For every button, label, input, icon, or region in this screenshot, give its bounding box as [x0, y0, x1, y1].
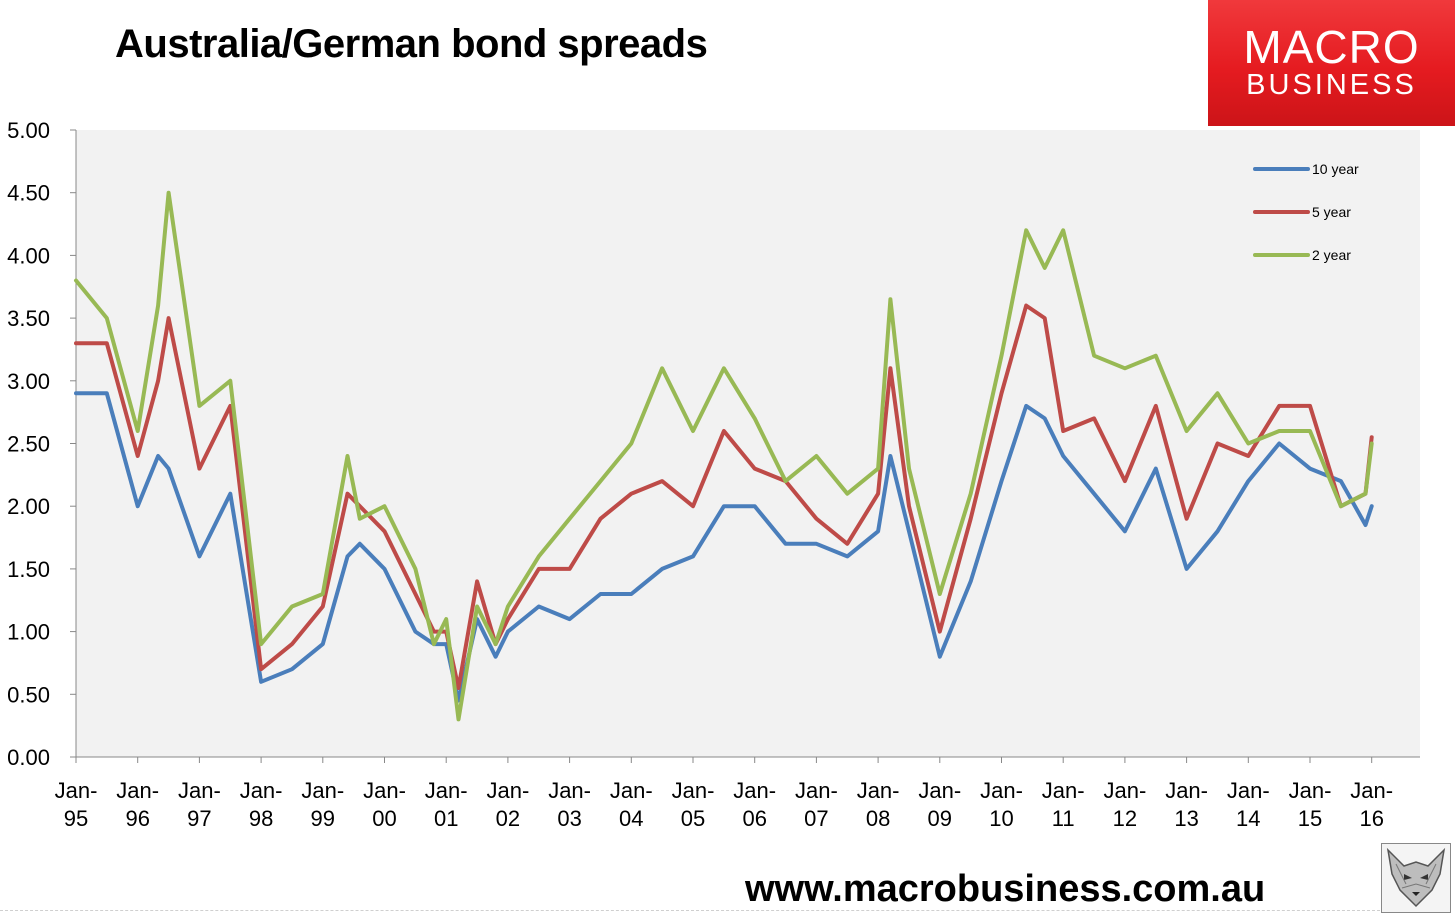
x-tick-label-month: Jan- — [980, 778, 1023, 803]
x-tick-label: Jan- 10 — [980, 778, 1023, 831]
x-tick-label-month: Jan- — [795, 778, 838, 803]
y-tick-label: 0.00 — [7, 745, 50, 770]
legend-label: 2 year — [1312, 247, 1351, 263]
bottom-divider — [0, 910, 1380, 911]
x-tick-label: Jan- 12 — [1104, 778, 1147, 831]
x-tick-label-month: Jan- — [1042, 778, 1085, 803]
x-tick-label-month: Jan- — [116, 778, 159, 803]
x-tick-label-month: Jan- — [918, 778, 961, 803]
fox-mascot-image — [1381, 843, 1451, 913]
x-tick-label-month: Jan- — [610, 778, 653, 803]
x-tick-label: Jan- 03 — [548, 778, 591, 831]
x-tick-label-year: 13 — [1174, 806, 1198, 831]
x-tick-label-year: 98 — [249, 806, 273, 831]
x-tick-label-year: 15 — [1298, 806, 1322, 831]
x-tick-label-year: 10 — [989, 806, 1013, 831]
x-tick-label-year: 97 — [187, 806, 211, 831]
x-tick-label-year: 07 — [804, 806, 828, 831]
y-tick-label: 4.00 — [7, 243, 50, 268]
x-tick-label-year: 02 — [496, 806, 520, 831]
x-tick-label: Jan- 11 — [1042, 778, 1085, 831]
x-tick-label: Jan- 15 — [1289, 778, 1332, 831]
y-tick-label: 2.00 — [7, 494, 50, 519]
x-tick-label: Jan- 08 — [857, 778, 900, 831]
x-tick-label-month: Jan- — [733, 778, 776, 803]
x-tick-label: Jan- 00 — [363, 778, 406, 831]
x-tick-label: Jan- 05 — [672, 778, 715, 831]
x-tick-label-year: 09 — [928, 806, 952, 831]
x-tick-label-year: 04 — [619, 806, 643, 831]
x-tick-label: Jan- 16 — [1350, 778, 1393, 831]
x-tick-label-year: 00 — [372, 806, 396, 831]
x-tick-label-month: Jan- — [1350, 778, 1393, 803]
x-tick-label: Jan- 04 — [610, 778, 653, 831]
x-tick-label: Jan- 01 — [425, 778, 468, 831]
x-tick-label-month: Jan- — [548, 778, 591, 803]
x-tick-label-year: 03 — [557, 806, 581, 831]
x-tick-label: Jan- 02 — [487, 778, 530, 831]
x-tick-label-month: Jan- — [1227, 778, 1270, 803]
x-tick-label-year: 12 — [1113, 806, 1137, 831]
fox-icon — [1386, 847, 1446, 908]
y-tick-label: 3.00 — [7, 369, 50, 394]
y-tick-label: 4.50 — [7, 181, 50, 206]
series-line-2-year — [74, 190, 1374, 722]
legend-label: 10 year — [1312, 161, 1359, 177]
x-tick-label-month: Jan- — [1104, 778, 1147, 803]
x-tick-label-year: 14 — [1236, 806, 1260, 831]
x-tick-label: Jan- 14 — [1227, 778, 1270, 831]
series-line-10-year — [74, 391, 1374, 703]
x-tick-label: Jan- 09 — [918, 778, 961, 831]
y-axis-ticks: 0.00 0.50 1.00 1.50 2.00 2.50 3.00 3.50 4.00 4.50… — [7, 118, 76, 770]
x-tick-label-month: Jan- — [1289, 778, 1332, 803]
x-tick-label-month: Jan- — [425, 778, 468, 803]
x-tick-label: Jan- 96 — [116, 778, 159, 831]
macro-business-logo: MACRO BUSINESS — [1208, 0, 1455, 126]
x-tick-label-year: 16 — [1359, 806, 1383, 831]
logo-text-macro: MACRO — [1243, 21, 1420, 73]
y-tick-label: 3.50 — [7, 306, 50, 331]
x-tick-label: Jan- 06 — [733, 778, 776, 831]
x-tick-label-month: Jan- — [857, 778, 900, 803]
x-tick-label-month: Jan- — [487, 778, 530, 803]
x-tick-label-year: 95 — [64, 806, 88, 831]
x-axis-ticks: Jan-95Jan-96Jan-97Jan-98Jan-99Jan-00Jan-… — [55, 757, 1393, 831]
chart-title: Australia/German bond spreads — [115, 22, 708, 66]
y-tick-label: 2.50 — [7, 432, 50, 457]
x-tick-label-month: Jan- — [672, 778, 715, 803]
plot-area — [76, 130, 1420, 757]
x-tick-label: Jan- 95 — [55, 778, 98, 831]
x-tick-label: Jan- 99 — [301, 778, 344, 831]
y-tick-label: 1.00 — [7, 620, 50, 645]
x-tick-label-year: 99 — [311, 806, 335, 831]
series-line-5-year — [74, 303, 1374, 690]
x-tick-label-month: Jan- — [363, 778, 406, 803]
x-tick-label: Jan- 13 — [1165, 778, 1208, 831]
x-tick-label-year: 05 — [681, 806, 705, 831]
x-tick-label-month: Jan- — [1165, 778, 1208, 803]
x-tick-label-year: 96 — [125, 806, 149, 831]
x-tick-label-year: 01 — [434, 806, 458, 831]
x-tick-label-month: Jan- — [55, 778, 98, 803]
x-tick-label-year: 08 — [866, 806, 890, 831]
x-tick-label: Jan- 97 — [178, 778, 221, 831]
x-tick-label: Jan- 98 — [240, 778, 283, 831]
x-tick-label: Jan- 07 — [795, 778, 838, 831]
chart-legend: 10 year 5 year 2 year — [1253, 161, 1359, 263]
y-tick-label: 5.00 — [7, 118, 50, 143]
y-tick-label: 0.50 — [7, 682, 50, 707]
legend-label: 5 year — [1312, 204, 1351, 220]
logo-text-business: BUSINESS — [1246, 69, 1417, 101]
x-tick-label-year: 11 — [1052, 806, 1075, 831]
site-url: www.macrobusiness.com.au — [745, 868, 1266, 910]
x-tick-label-month: Jan- — [301, 778, 344, 803]
y-tick-label: 1.50 — [7, 557, 50, 582]
x-tick-label-month: Jan- — [178, 778, 221, 803]
series-lines — [74, 190, 1374, 722]
x-tick-label-month: Jan- — [240, 778, 283, 803]
x-tick-label-year: 06 — [742, 806, 766, 831]
